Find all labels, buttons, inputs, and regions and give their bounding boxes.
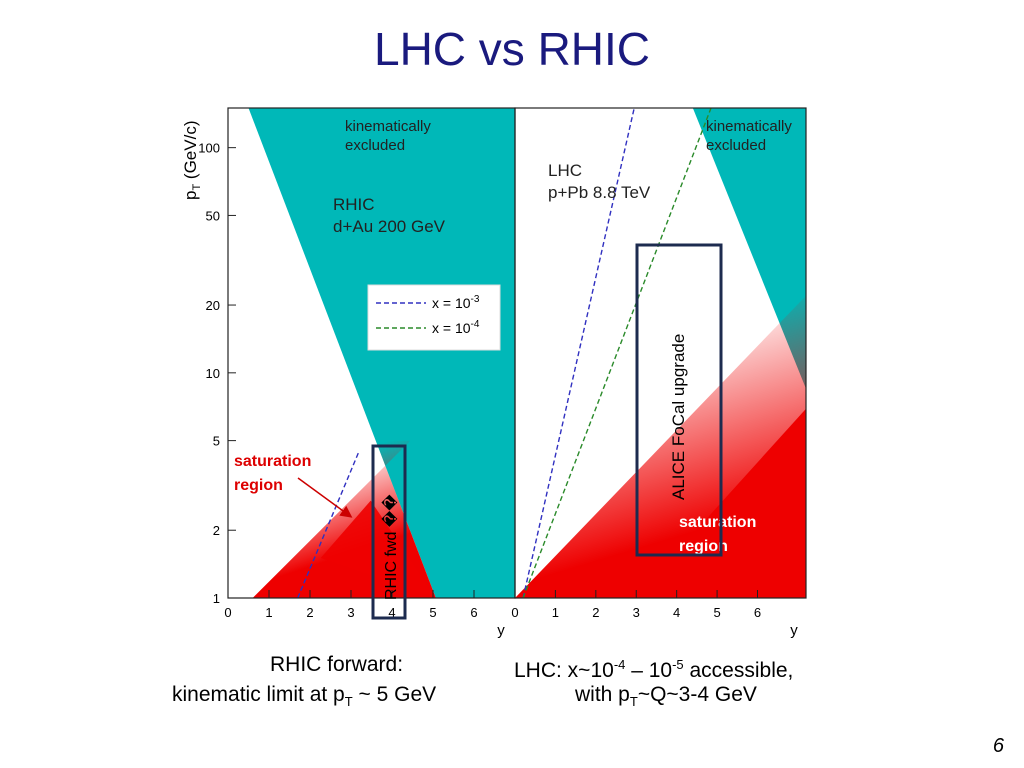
rhic-x-tick-label-1: 1 (265, 605, 272, 620)
legend-x1e-3-label: x = 10-3 (432, 294, 480, 311)
lhc-x1e-3-line (522, 107, 635, 599)
alice-focal-box (635, 243, 723, 557)
rhic-saturation-core (320, 500, 436, 598)
rhic-x-tick-label-0: 0 (224, 605, 231, 620)
caption-right-mid: – 10 (625, 659, 673, 682)
slide-title: LHC vs RHIC (373, 23, 651, 75)
saturation-arrow (297, 477, 353, 518)
y-tick-label-50: 50 (206, 208, 220, 223)
lhc-x-tick-label-6: 6 (754, 605, 761, 620)
y-tick-label-1: 1 (213, 591, 220, 606)
legend-x1e-4-label: x = 10-4 (432, 319, 480, 336)
rhic-x-axis-title: y (497, 622, 505, 639)
rhic-x1e-3-line (297, 450, 360, 599)
lhc-panel-title: LHC (548, 161, 582, 180)
rhic-excluded-label-1: kinematically (345, 118, 431, 135)
alice-focal-box-label: ALICE FoCal upgrade (669, 334, 688, 500)
rhic-saturation-label-1: saturation (234, 453, 311, 470)
lhc-saturation-core (635, 408, 806, 598)
rhic-panel-title-1: RHIC (333, 195, 375, 214)
rhic-x-tick-label-4: 4 (388, 605, 395, 620)
caption-left-sub: T (344, 694, 353, 710)
lhc-panel-frame (514, 107, 807, 599)
lhc-x-tick-label-3: 3 (633, 605, 640, 620)
rhic-x-tick-label-5: 5 (429, 605, 436, 620)
y-tick-label-20: 20 (206, 298, 220, 313)
lhc-saturation-label-1: saturation (679, 514, 756, 531)
caption-right2-sub: T (629, 694, 638, 710)
caption-left-text: kinematic limit at p (172, 683, 345, 706)
lhc-x-tick-label-1: 1 (552, 605, 559, 620)
rhic-fwd-box-label: RHIC fwd �� (381, 494, 400, 600)
y-tick-label-5: 5 (213, 434, 220, 449)
y-axis-title-sub: T (191, 184, 203, 191)
y-tick-label-100: 100 (198, 141, 220, 156)
caption-right-line1: LHC: x~10-4 – 10-5 accessible, (514, 650, 793, 685)
caption-left-line2: kinematic limit at pT ~ 5 GeV (172, 680, 436, 716)
lhc-excluded-label-1: kinematically (706, 118, 792, 135)
lhc-excluded-label-2: excluded (706, 137, 766, 154)
legend-box (367, 284, 501, 351)
lhc-excluded-region (692, 108, 806, 389)
caption-right-end: accessible, (683, 659, 794, 682)
legend-x1e-3-exp: -3 (471, 294, 480, 305)
rhic-fwd-box (371, 444, 407, 620)
rhic-x-tick-label-2: 2 (306, 605, 313, 620)
caption-left-line1: RHIC forward: (270, 653, 404, 676)
lhc-panel-subtitle: p+Pb 8.8 TeV (548, 183, 651, 202)
caption-right2-end: ~Q~3-4 GeV (637, 683, 757, 706)
y-axis-title: pT (GeV/c) (181, 121, 203, 201)
lhc-saturation-label-2: region (679, 538, 728, 555)
caption-right2-text: with p (575, 683, 630, 706)
caption-left-text-end: ~ 5 GeV (352, 683, 437, 706)
rhic-x-tick-label-6: 6 (470, 605, 477, 620)
rhic-saturation-label-2: region (234, 477, 283, 494)
rhic-excluded-region (248, 108, 515, 598)
lhc-x-tick-label-0: 0 (511, 605, 518, 620)
caption-right-text: LHC: x~10 (514, 659, 614, 682)
y-tick-label-10: 10 (206, 366, 220, 381)
rhic-excluded-label-2: excluded (345, 137, 405, 154)
lhc-x-tick-label-4: 4 (673, 605, 680, 620)
y-axis-title-unit: (GeV/c) (181, 121, 200, 184)
caption-right-exp1: -4 (613, 657, 626, 672)
lhc-x-tick-label-2: 2 (592, 605, 599, 620)
y-tick-label-2: 2 (213, 523, 220, 538)
caption-right-exp2: -5 (672, 657, 684, 672)
caption-right-line2: with pT~Q~3-4 GeV (575, 680, 757, 716)
rhic-x-tick-label-3: 3 (347, 605, 354, 620)
slide-number: 6 (992, 735, 1004, 757)
lhc-x-tick-label-5: 5 (713, 605, 720, 620)
rhic-panel-title-2: d+Au 200 GeV (333, 217, 446, 236)
legend-x1e-4-exp: -4 (471, 319, 480, 330)
lhc-x-axis-title: y (790, 622, 798, 639)
